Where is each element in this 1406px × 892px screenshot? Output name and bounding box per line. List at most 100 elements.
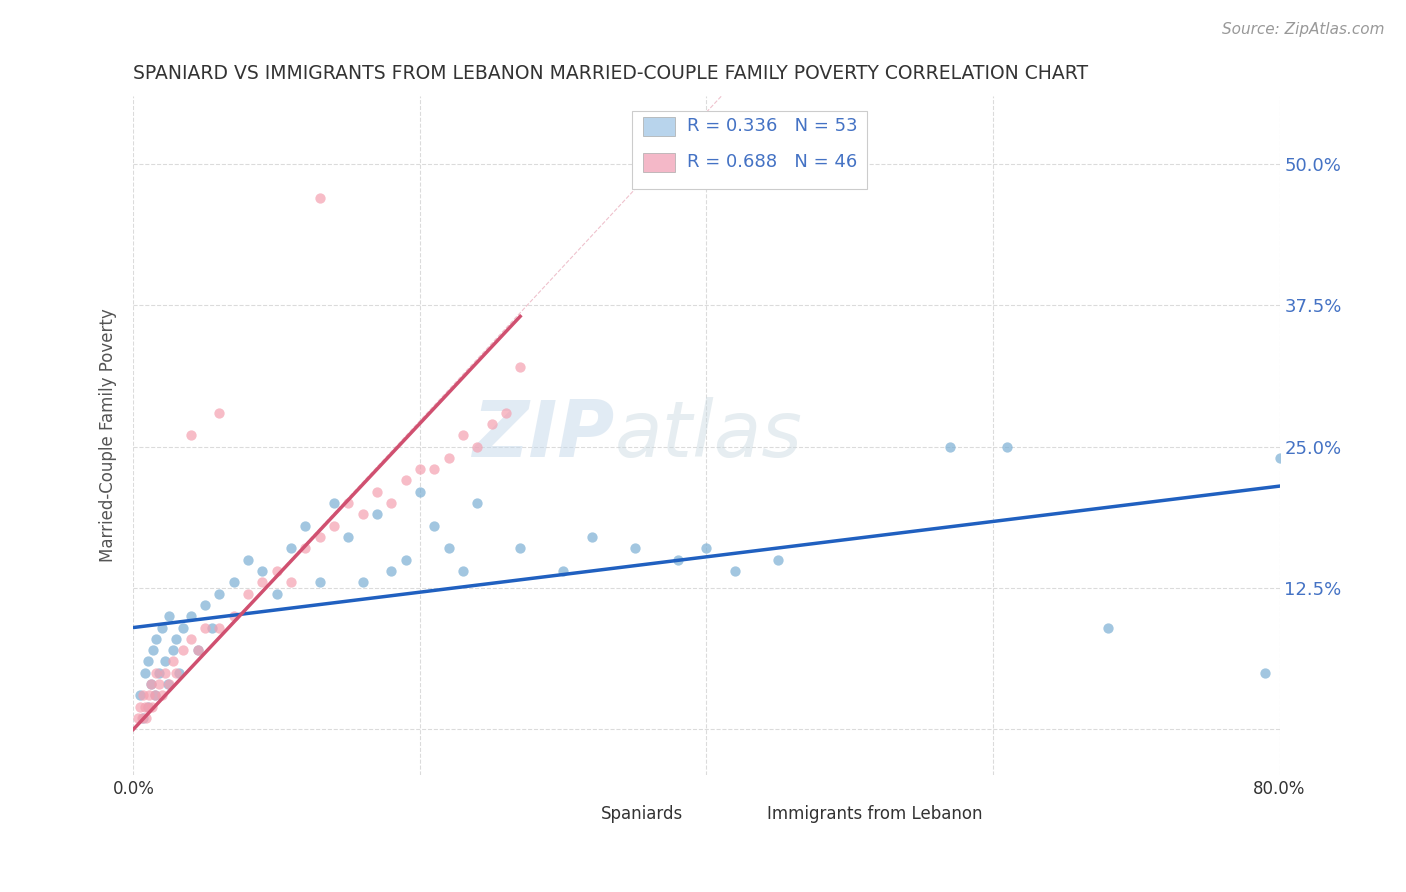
Point	[162, 643, 184, 657]
Point	[153, 655, 176, 669]
Point	[465, 440, 488, 454]
Point	[465, 496, 488, 510]
Point	[294, 541, 316, 556]
Point	[156, 677, 179, 691]
Point	[451, 564, 474, 578]
Point	[380, 564, 402, 578]
FancyBboxPatch shape	[644, 118, 675, 136]
Point	[148, 665, 170, 680]
Point	[266, 564, 288, 578]
FancyBboxPatch shape	[631, 111, 868, 189]
Point	[167, 665, 190, 680]
Point	[165, 632, 187, 646]
Point	[724, 564, 747, 578]
Point	[180, 609, 202, 624]
Point	[145, 632, 167, 646]
Point	[136, 699, 159, 714]
Point	[136, 699, 159, 714]
Point	[139, 677, 162, 691]
Y-axis label: Married-Couple Family Poverty: Married-Couple Family Poverty	[100, 309, 117, 562]
Point	[437, 541, 460, 556]
Point	[666, 552, 689, 566]
Point	[1254, 665, 1277, 680]
Point	[509, 541, 531, 556]
Point	[280, 575, 302, 590]
Text: ZIP: ZIP	[472, 397, 614, 473]
Point	[143, 689, 166, 703]
Point	[135, 711, 157, 725]
Point	[129, 699, 152, 714]
Text: R = 0.688   N = 46: R = 0.688 N = 46	[688, 153, 858, 170]
Point	[308, 530, 330, 544]
Point	[266, 586, 288, 600]
Point	[132, 711, 155, 725]
Point	[939, 440, 962, 454]
Point	[139, 677, 162, 691]
Point	[509, 360, 531, 375]
Point	[337, 530, 360, 544]
Point	[132, 689, 155, 703]
Point	[150, 621, 173, 635]
Point	[142, 643, 165, 657]
Point	[294, 518, 316, 533]
Point	[172, 643, 194, 657]
Point	[165, 665, 187, 680]
Point	[695, 541, 717, 556]
Point	[1268, 450, 1291, 465]
Point	[236, 552, 259, 566]
Point	[394, 474, 416, 488]
Point	[581, 530, 603, 544]
Text: Spaniards: Spaniards	[600, 805, 683, 823]
Point	[423, 462, 446, 476]
Point	[280, 541, 302, 556]
Point	[322, 518, 344, 533]
Point	[495, 406, 517, 420]
Point	[437, 450, 460, 465]
Point	[145, 665, 167, 680]
Point	[766, 552, 789, 566]
Point	[222, 575, 245, 590]
Text: atlas: atlas	[614, 397, 803, 473]
Point	[136, 655, 159, 669]
Point	[366, 508, 388, 522]
Point	[352, 575, 374, 590]
Point	[157, 609, 180, 624]
Text: Source: ZipAtlas.com: Source: ZipAtlas.com	[1222, 22, 1385, 37]
Point	[553, 564, 575, 578]
Point	[409, 484, 432, 499]
Point	[308, 190, 330, 204]
Point	[252, 575, 274, 590]
Point	[131, 711, 153, 725]
Point	[138, 689, 160, 703]
Text: Immigrants from Lebanon: Immigrants from Lebanon	[768, 805, 983, 823]
Point	[208, 621, 231, 635]
Point	[322, 496, 344, 510]
Point	[194, 598, 217, 612]
Point	[337, 496, 360, 510]
Point	[623, 541, 645, 556]
FancyBboxPatch shape	[724, 804, 758, 824]
Point	[208, 406, 231, 420]
Point	[394, 552, 416, 566]
Point	[352, 508, 374, 522]
Point	[451, 428, 474, 442]
Point	[423, 518, 446, 533]
Point	[208, 586, 231, 600]
Point	[380, 496, 402, 510]
Point	[1097, 621, 1119, 635]
Point	[308, 575, 330, 590]
Point	[150, 689, 173, 703]
Point	[153, 665, 176, 680]
Point	[127, 711, 149, 725]
Point	[180, 428, 202, 442]
Point	[180, 632, 202, 646]
Point	[172, 621, 194, 635]
Point	[995, 440, 1018, 454]
Point	[141, 699, 163, 714]
FancyBboxPatch shape	[557, 804, 592, 824]
Point	[236, 586, 259, 600]
Point	[481, 417, 503, 431]
Point	[134, 699, 156, 714]
Point	[143, 689, 166, 703]
Point	[134, 665, 156, 680]
